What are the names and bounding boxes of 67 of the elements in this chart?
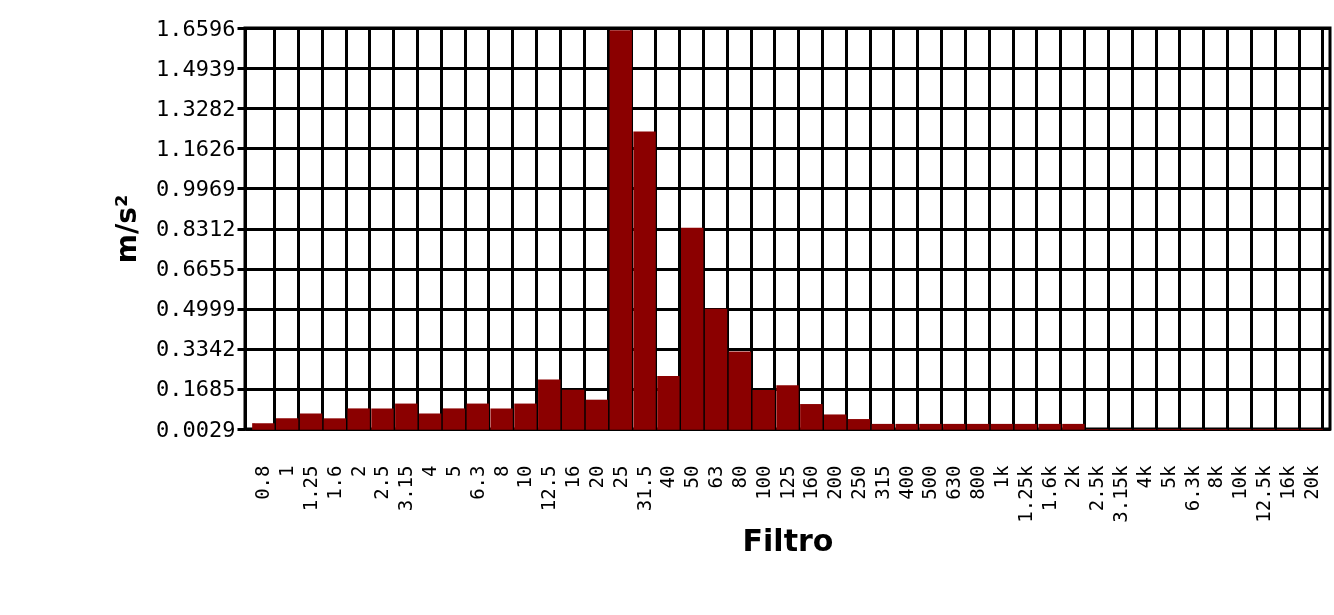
y-tick-label: 1.6596 (156, 15, 236, 41)
x-tick-label: 80 (727, 465, 750, 489)
y-tick-label: 0.0029 (156, 416, 236, 442)
x-tick-label: 6.3 (465, 465, 488, 500)
x-tick-label: 400 (894, 465, 917, 500)
x-tick-label: 160 (799, 465, 822, 500)
x-tick-label: 20k (1299, 464, 1322, 500)
bar (418, 413, 442, 430)
x-tick-label: 1.6k (1037, 464, 1060, 512)
x-tick-label: 1.6 (322, 465, 345, 500)
x-tick-label: 16 (561, 465, 584, 489)
x-tick-label: 315 (870, 465, 893, 500)
x-tick-label: 1.25k (1013, 464, 1036, 523)
x-tick-label: 3.15 (394, 465, 417, 512)
x-tick-label: 500 (918, 465, 941, 500)
bar (990, 423, 1014, 430)
y-tick-label: 1.1626 (156, 135, 236, 161)
bar (966, 423, 990, 430)
x-tick-label: 2k (1061, 464, 1084, 489)
x-tick-label: 25 (608, 465, 631, 489)
x-tick-label: 40 (656, 465, 679, 489)
y-tick-label: 0.3342 (156, 336, 236, 362)
x-tick-label: 12.5 (537, 465, 560, 512)
y-tick-label: 1.4939 (156, 55, 236, 81)
y-tick-label: 0.9969 (156, 175, 236, 201)
y-tick-label: 0.4999 (156, 296, 236, 322)
x-tick-label: 3.15k (1109, 464, 1132, 523)
x-tick-label: 5k (1156, 464, 1179, 489)
x-tick-label: 0.8 (251, 465, 274, 500)
bar (847, 419, 871, 430)
y-tick-label: 0.6655 (156, 256, 236, 282)
y-tick-label: 0.1685 (156, 376, 236, 402)
x-tick-label: 10 (513, 465, 536, 489)
x-tick-label: 250 (846, 465, 869, 500)
x-tick-label: 63 (704, 465, 727, 489)
x-tick-label: 1k (989, 464, 1012, 489)
x-tick-label: 200 (823, 465, 846, 500)
x-tick-label: 12.5k (1252, 464, 1274, 523)
y-axis-title: m/s² (110, 194, 144, 264)
x-tick-label: 800 (966, 465, 989, 500)
x-tick-label: 100 (751, 465, 774, 500)
x-tick-label: 10k (1228, 464, 1251, 500)
x-tick-label: 630 (942, 465, 965, 500)
bar (299, 413, 323, 430)
x-tick-label: 8 (489, 465, 512, 477)
bar (704, 308, 728, 430)
x-tick-label: 4k (1132, 464, 1155, 489)
x-tick-label: 8k (1204, 464, 1227, 489)
x-tick-label: 2.5k (1085, 464, 1108, 512)
x-tick-label: 31.5 (632, 465, 655, 512)
x-tick-label: 2.5 (370, 465, 393, 500)
x-tick-label: 2 (346, 465, 369, 477)
y-tick-label: 1.3282 (156, 95, 236, 121)
x-tick-label: 16k (1275, 464, 1298, 500)
x-tick-label: 50 (680, 465, 703, 489)
x-tick-label: 5 (441, 465, 464, 477)
bar (442, 408, 466, 430)
x-tick-label: 125 (775, 465, 798, 500)
x-axis-title: Filtro (742, 522, 834, 558)
x-tick-label: 20 (584, 465, 607, 489)
y-tick-label: 0.8312 (156, 216, 236, 242)
x-tick-label: 4 (418, 465, 441, 477)
bar (585, 399, 609, 430)
x-tick-label: 1.25 (299, 465, 321, 512)
bar (561, 389, 585, 430)
x-tick-label: 1 (275, 465, 298, 477)
x-tick-label: 6.3k (1180, 464, 1203, 512)
